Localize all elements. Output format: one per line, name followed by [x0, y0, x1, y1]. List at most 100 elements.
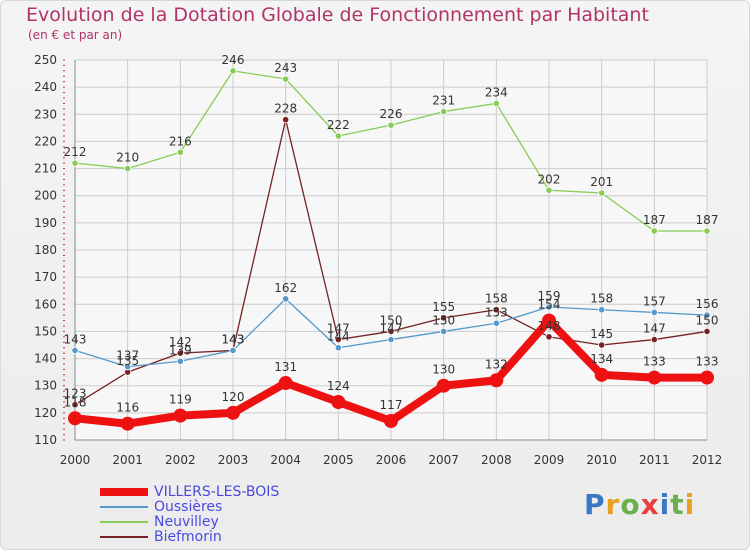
data-point	[226, 405, 240, 420]
data-point	[440, 314, 448, 322]
data-label: 137	[116, 349, 139, 363]
x-tick-label: 2006	[376, 453, 407, 467]
data-point	[545, 333, 553, 341]
data-label: 144	[327, 330, 350, 344]
data-label: 155	[432, 300, 455, 314]
legend-item-villers[interactable]: VILLERS-LES-BOIS	[100, 484, 360, 500]
data-point	[229, 346, 237, 355]
legend-item-neuvilley[interactable]: Neuvilley	[100, 514, 360, 530]
data-point	[229, 67, 237, 75]
data-label: 159	[538, 289, 561, 303]
data-point	[68, 411, 82, 426]
data-point	[176, 148, 184, 156]
data-label: 145	[590, 327, 613, 341]
logo-letter: P	[584, 488, 606, 521]
data-label: 147	[380, 322, 403, 336]
logo-letter: t	[670, 488, 685, 521]
data-label: 158	[590, 292, 613, 306]
x-tick-label: 2007	[428, 453, 459, 467]
x-tick-label: 2003	[218, 453, 249, 467]
data-point	[282, 295, 290, 303]
x-tick-label: 2010	[586, 453, 617, 467]
data-point	[334, 132, 342, 140]
data-point	[71, 159, 79, 167]
y-tick-label: 160	[34, 297, 57, 311]
data-label: 124	[327, 379, 350, 393]
data-point	[598, 341, 606, 349]
data-label: 147	[327, 322, 350, 336]
data-label: 130	[432, 363, 455, 377]
data-point	[594, 367, 609, 382]
data-label: 156	[696, 297, 719, 311]
chart-title: Evolution de la Dotation Globale de Fonc…	[26, 4, 649, 26]
data-label: 222	[327, 118, 350, 132]
data-point	[489, 373, 504, 388]
y-tick-label: 240	[34, 80, 57, 94]
data-point	[703, 227, 711, 235]
logo-letter: i	[659, 488, 671, 521]
data-point	[650, 227, 658, 235]
data-label: 243	[274, 61, 297, 75]
data-label: 187	[696, 213, 719, 227]
series-lines	[68, 67, 714, 431]
data-point	[492, 99, 500, 108]
data-point	[334, 344, 342, 352]
data-label: 143	[64, 332, 87, 346]
data-label: 148	[538, 319, 561, 333]
data-point	[650, 308, 658, 317]
data-label: 139	[169, 343, 192, 357]
y-tick-label: 120	[34, 406, 57, 420]
y-tick-label: 130	[34, 379, 57, 393]
legend-item-oussieres[interactable]: Oussières	[100, 499, 360, 515]
data-point	[700, 370, 714, 385]
data-label: 157	[643, 294, 666, 308]
data-label: 134	[590, 352, 613, 366]
data-point	[387, 335, 395, 344]
data-label: 117	[380, 398, 403, 412]
data-point	[703, 327, 711, 336]
x-tick-label: 2001	[112, 453, 143, 467]
x-tick-label: 2012	[692, 453, 723, 467]
y-tick-label: 200	[34, 189, 57, 203]
data-point	[598, 306, 606, 314]
data-label: 202	[538, 172, 561, 186]
y-tick-label: 230	[34, 107, 57, 121]
data-point	[492, 319, 500, 327]
y-tick-label: 190	[34, 216, 57, 230]
data-point	[545, 303, 553, 311]
data-point	[278, 376, 293, 390]
y-tick-label: 150	[34, 324, 57, 338]
x-tick-label: 2002	[165, 453, 196, 467]
data-point	[440, 107, 448, 116]
data-point	[124, 363, 132, 371]
data-label: 133	[696, 355, 719, 369]
logo-letter: x	[640, 488, 660, 521]
logo-letter: i	[684, 488, 696, 521]
data-label: 147	[643, 322, 666, 336]
axes: 110 120 130 140 150 160 170 180 190 200 210 220 230 2…	[34, 53, 722, 467]
legend-swatch-neuvilley	[100, 521, 148, 523]
data-label: 150	[432, 313, 455, 327]
legend-item-biefmorin[interactable]: Biefmorin	[100, 529, 360, 545]
data-label: 119	[169, 393, 192, 407]
legend-label-neuvilley: Neuvilley	[154, 514, 219, 530]
legend-label-biefmorin: Biefmorin	[154, 529, 222, 545]
x-tick-label: 2000	[60, 453, 91, 467]
data-label: 123	[64, 387, 87, 401]
data-point	[334, 335, 342, 344]
data-point	[545, 186, 553, 194]
data-point	[387, 327, 395, 336]
data-label: 153	[485, 305, 508, 319]
data-point	[124, 164, 132, 173]
data-label: 234	[485, 85, 508, 99]
data-point	[71, 401, 79, 409]
data-label: 216	[169, 134, 192, 148]
data-point	[650, 335, 658, 344]
proxiti-logo: Proxiti	[584, 488, 695, 521]
x-tick-label: 2009	[534, 453, 565, 467]
legend-label-villers: VILLERS-LES-BOIS	[154, 484, 280, 500]
data-label: 132	[485, 357, 508, 371]
data-point	[176, 349, 184, 357]
data-label: 162	[274, 281, 297, 295]
logo-letter: r	[605, 488, 621, 521]
